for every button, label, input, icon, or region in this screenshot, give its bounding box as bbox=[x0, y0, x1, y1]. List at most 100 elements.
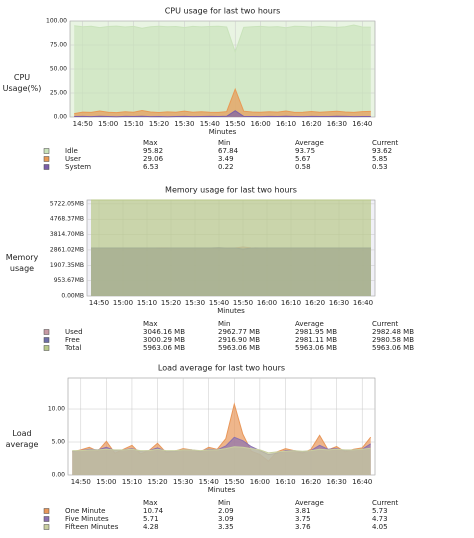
x-tick-label: 16:00 bbox=[257, 299, 277, 307]
stat-value: 0.22 bbox=[218, 163, 234, 171]
y-tick-label: 10.00 bbox=[48, 406, 65, 413]
stat-value: 5963.06 MB bbox=[218, 344, 260, 352]
stat-header: Average bbox=[295, 320, 324, 328]
x-tick-label: 16:30 bbox=[327, 120, 347, 128]
x-tick-label: 15:20 bbox=[161, 299, 181, 307]
legend-label: Free bbox=[65, 336, 80, 344]
x-tick-label: 15:10 bbox=[137, 299, 157, 307]
stat-value: 5.71 bbox=[143, 515, 159, 523]
series-line bbox=[74, 110, 371, 118]
stat-value: 3.49 bbox=[218, 155, 234, 163]
x-tick-label: 14:50 bbox=[89, 299, 109, 307]
x-tick-label: 16:10 bbox=[275, 478, 295, 486]
stat-value: 5.73 bbox=[372, 507, 388, 515]
x-tick-label: 15:40 bbox=[200, 120, 220, 128]
y-tick-label: 2861.02MB bbox=[50, 246, 84, 253]
x-tick-label: 15:50 bbox=[233, 299, 253, 307]
x-tick-label: 15:30 bbox=[185, 299, 205, 307]
stat-value: 5963.06 MB bbox=[372, 344, 414, 352]
x-tick-label: 15:00 bbox=[96, 478, 116, 486]
stat-value: 4.05 bbox=[372, 523, 388, 531]
stat-value: 5.85 bbox=[372, 155, 388, 163]
x-tick-label: 15:00 bbox=[98, 120, 118, 128]
chart-title: CPU usage for last two hours bbox=[165, 7, 281, 16]
stat-value: 3000.29 MB bbox=[143, 336, 185, 344]
stat-header: Min bbox=[218, 320, 230, 328]
legend-swatch bbox=[43, 516, 50, 522]
legend-label: User bbox=[65, 155, 81, 163]
x-tick-label: 15:50 bbox=[225, 120, 245, 128]
stat-header: Average bbox=[295, 499, 324, 507]
stat-header: Current bbox=[372, 499, 399, 507]
stat-header: Max bbox=[143, 320, 157, 328]
stat-header: Max bbox=[143, 139, 157, 147]
stat-value: 2982.48 MB bbox=[372, 328, 414, 336]
stat-value: 2981.11 MB bbox=[295, 336, 337, 344]
stat-value: 2916.90 MB bbox=[218, 336, 260, 344]
y-tick-label: 3814.70MB bbox=[50, 231, 84, 238]
x-tick-label: 16:20 bbox=[301, 120, 321, 128]
x-axis-label: Minutes bbox=[209, 128, 237, 136]
series-line bbox=[74, 24, 371, 54]
stat-value: 93.62 bbox=[372, 147, 392, 155]
x-tick-label: 15:20 bbox=[147, 478, 167, 486]
legend-label: System bbox=[65, 163, 91, 171]
x-axis-label: Minutes bbox=[208, 486, 236, 494]
y-tick-label: 5722.05MB bbox=[50, 200, 84, 207]
stat-value: 67.84 bbox=[218, 147, 239, 155]
stat-value: 10.74 bbox=[143, 507, 164, 515]
stat-header: Max bbox=[143, 499, 157, 507]
legend-swatch bbox=[43, 508, 50, 514]
stat-header: Current bbox=[372, 320, 399, 328]
series-area bbox=[74, 89, 371, 117]
stat-value: 93.75 bbox=[295, 147, 315, 155]
x-tick-label: 15:10 bbox=[122, 478, 142, 486]
stat-header: Average bbox=[295, 139, 324, 147]
stat-value: 0.58 bbox=[295, 163, 311, 171]
x-tick-label: 16:20 bbox=[301, 478, 321, 486]
legend-swatch bbox=[43, 337, 50, 343]
legend-swatch bbox=[43, 156, 50, 162]
x-tick-label: 16:30 bbox=[329, 299, 349, 307]
x-tick-label: 16:20 bbox=[305, 299, 325, 307]
stat-value: 3.81 bbox=[295, 507, 311, 515]
series-line bbox=[72, 446, 371, 454]
y-tick-label: 0.00MB bbox=[61, 293, 84, 300]
stat-value: 2962.77 MB bbox=[218, 328, 260, 336]
stat-header: Min bbox=[218, 499, 230, 507]
x-tick-label: 16:40 bbox=[352, 478, 372, 486]
x-axis-label: Minutes bbox=[217, 307, 245, 315]
stat-value: 2980.58 MB bbox=[372, 336, 414, 344]
chart-title: Load average for last two hours bbox=[158, 364, 285, 373]
x-tick-label: 15:50 bbox=[224, 478, 244, 486]
y-tick-label: 50.00 bbox=[50, 66, 67, 73]
legend-label: Total bbox=[64, 344, 81, 352]
y-axis-label: Load average bbox=[5, 429, 39, 449]
stat-header: Current bbox=[372, 139, 399, 147]
x-tick-label: 15:30 bbox=[174, 120, 194, 128]
series-area bbox=[72, 446, 371, 475]
legend-swatch bbox=[43, 329, 50, 335]
stat-value: 3.35 bbox=[218, 523, 234, 531]
legend-swatch bbox=[43, 345, 50, 351]
stat-value: 5963.06 MB bbox=[143, 344, 185, 352]
legend-swatch bbox=[43, 164, 50, 170]
x-tick-label: 15:00 bbox=[113, 299, 133, 307]
x-tick-label: 15:40 bbox=[209, 299, 229, 307]
stat-value: 3046.16 MB bbox=[143, 328, 185, 336]
legend-label: Idle bbox=[65, 147, 78, 155]
x-tick-label: 15:20 bbox=[149, 120, 169, 128]
x-tick-label: 16:40 bbox=[353, 299, 373, 307]
x-tick-label: 16:00 bbox=[250, 478, 270, 486]
stat-value: 2.09 bbox=[218, 507, 234, 515]
y-tick-label: 4768.37MB bbox=[50, 216, 84, 223]
stat-value: 29.06 bbox=[143, 155, 164, 163]
x-tick-label: 14:50 bbox=[73, 120, 93, 128]
stat-value: 4.28 bbox=[143, 523, 159, 531]
legend-label: Five Minutes bbox=[65, 515, 109, 523]
stat-value: 6.53 bbox=[143, 163, 159, 171]
y-axis-label: Memory usage bbox=[5, 253, 39, 273]
x-tick-label: 16:10 bbox=[281, 299, 301, 307]
y-tick-label: 75.00 bbox=[50, 42, 67, 49]
